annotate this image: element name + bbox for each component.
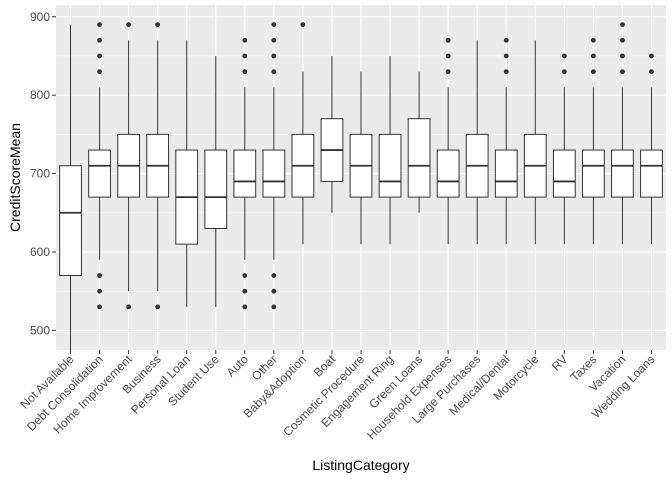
outlier-point [620,53,625,59]
outlier-point [590,37,596,43]
outlier-point [155,304,161,310]
outlier-point [97,288,102,294]
y-tick-label: 900 [30,10,50,24]
outlier-point [126,22,132,28]
y-tick-label: 800 [30,88,50,102]
outlier-point [97,273,102,278]
outlier-point [242,37,248,43]
outlier-point [561,69,567,75]
y-axis: 500 600 700 800 900 [30,10,56,337]
box-1 [59,24,82,350]
outlier-point [242,69,248,75]
box-iqr [204,149,228,229]
outlier-point [561,53,567,59]
box-iqr [611,149,634,198]
outlier-point [271,273,277,278]
box-iqr [262,149,286,198]
box-15 [465,40,489,245]
box-10 [320,55,344,213]
x-axis-title: ListingCategory [312,457,409,473]
box-7 [233,37,257,310]
box-iqr [233,149,257,198]
outlier-point [590,53,596,59]
outlier-point [620,22,625,28]
box-iqr [378,133,402,198]
box-iqr [88,149,111,198]
box-6 [204,55,228,307]
y-axis-title: CreditScoreMean [7,123,23,232]
outlier-point [242,53,248,59]
x-tick-label: Auto [224,352,252,380]
outlier-point [271,37,277,43]
box-5 [175,40,199,307]
outlier-point [445,37,451,43]
box-iqr [581,149,605,198]
outlier-point [155,22,161,28]
outlier-point [300,22,306,28]
outlier-point [97,22,102,28]
outlier-point [503,37,509,43]
box-iqr [640,149,663,198]
outlier-point [97,69,102,75]
outlier-point [271,288,277,294]
outlier-point [649,69,654,75]
outlier-point [242,304,248,310]
box-13 [407,71,431,213]
box-iqr [436,149,460,198]
box-19 [581,37,605,245]
outlier-point [620,37,625,43]
box-9 [291,22,315,245]
outlier-point [271,53,277,59]
box-series [59,22,663,350]
outlier-point [97,53,102,59]
outlier-point [445,69,451,75]
box-18 [552,53,576,245]
outlier-point [242,288,248,294]
box-12 [378,55,402,245]
box-14 [436,37,460,245]
box-3 [117,22,141,310]
box-iqr [407,118,431,198]
box-16 [494,37,518,245]
box-21 [640,53,663,245]
outlier-point [503,53,509,59]
box-8 [262,22,286,310]
box-4 [146,22,170,310]
outlier-point [126,304,132,310]
outlier-point [445,53,451,59]
outlier-point [620,69,625,75]
outlier-point [271,22,277,28]
y-tick-label: 600 [30,245,50,259]
box-iqr [552,149,576,198]
box-17 [523,40,547,245]
y-tick-label: 700 [30,167,50,181]
box-iqr [494,149,518,198]
outlier-point [271,69,277,75]
outlier-point [590,69,596,75]
outlier-point [97,304,102,310]
outlier-point [97,37,102,43]
box-iqr [59,165,82,277]
box-20 [611,22,634,245]
y-tick-label: 500 [30,323,50,337]
outlier-point [503,69,509,75]
box-2 [88,22,111,310]
outlier-point [271,304,277,310]
box-11 [349,71,373,245]
outlier-point [649,53,654,59]
x-tick-label: RV [549,352,571,374]
outlier-point [242,273,248,278]
